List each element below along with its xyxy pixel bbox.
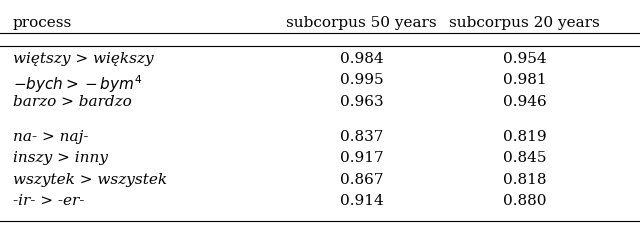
- Text: process: process: [13, 16, 72, 30]
- Text: 0.963: 0.963: [340, 95, 383, 109]
- Text: 0.845: 0.845: [503, 151, 547, 165]
- Text: barzo > bardzo: barzo > bardzo: [13, 95, 132, 109]
- Text: 0.954: 0.954: [503, 52, 547, 66]
- Text: więtszy > większy: więtszy > większy: [13, 52, 154, 66]
- Text: 0.837: 0.837: [340, 130, 383, 144]
- Text: wszytek > wszystek: wszytek > wszystek: [13, 173, 167, 187]
- Text: 0.880: 0.880: [503, 194, 547, 208]
- Text: 0.995: 0.995: [340, 73, 383, 87]
- Text: -ir- > -er-: -ir- > -er-: [13, 194, 84, 208]
- Text: 0.984: 0.984: [340, 52, 383, 66]
- Text: subcorpus 20 years: subcorpus 20 years: [449, 16, 600, 30]
- Text: 0.819: 0.819: [503, 130, 547, 144]
- Text: 0.818: 0.818: [503, 173, 547, 187]
- Text: $\mathit{-bych > -bym}^4$: $\mathit{-bych > -bym}^4$: [13, 73, 142, 95]
- Text: na- > naj-: na- > naj-: [13, 130, 88, 144]
- Text: 0.914: 0.914: [340, 194, 383, 208]
- Text: inszy > inny: inszy > inny: [13, 151, 108, 165]
- Text: 0.917: 0.917: [340, 151, 383, 165]
- Text: subcorpus 50 years: subcorpus 50 years: [286, 16, 437, 30]
- Text: 0.867: 0.867: [340, 173, 383, 187]
- Text: 0.946: 0.946: [503, 95, 547, 109]
- Text: 0.981: 0.981: [503, 73, 547, 87]
